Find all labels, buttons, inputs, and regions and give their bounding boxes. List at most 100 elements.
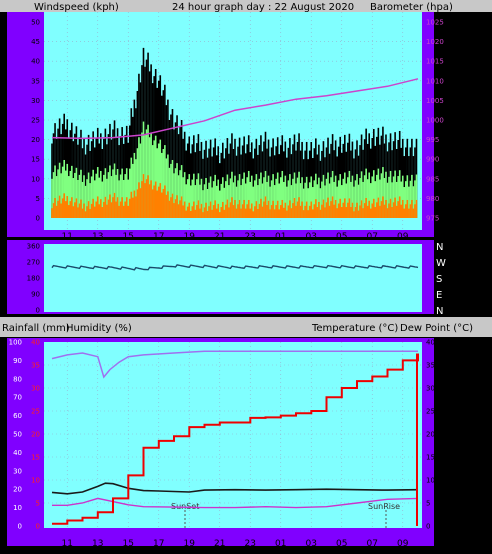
y-tick-left: 15 <box>31 156 40 164</box>
y-tick-right: 995 <box>426 136 439 144</box>
x-tick-label: 21 <box>214 232 225 242</box>
barometer-line <box>51 78 419 140</box>
humidity-tick: 30 <box>13 467 22 475</box>
humidity-tick: 90 <box>13 357 22 365</box>
y-tick-right: 1000 <box>426 117 444 125</box>
x-tick-label: 17 <box>153 539 164 549</box>
humidity-tick: 0 <box>18 523 22 531</box>
x-tick-label: 23 <box>245 232 256 242</box>
dir-tick: 270 <box>27 259 40 267</box>
compass-label: S <box>436 274 442 285</box>
rainfall-tick: 0 <box>36 523 40 531</box>
humidity-tick: 70 <box>13 394 22 402</box>
x-tick-label: 17 <box>153 232 164 242</box>
temperature-line <box>51 482 419 495</box>
x-tick-label: 03 <box>306 539 317 549</box>
compass-label: W <box>436 258 446 269</box>
plot-area-direction <box>44 244 422 312</box>
rainfall-tick: 10 <box>31 477 40 485</box>
x-tick-label: 13 <box>92 539 103 549</box>
rainfall-tick: 15 <box>31 454 40 462</box>
humidity-tick: 50 <box>13 431 22 439</box>
barometer-label: Barometer (hpa) <box>370 2 453 13</box>
y-tick-right: 1005 <box>426 97 444 105</box>
temp-tick: 20 <box>426 431 435 439</box>
x-tick-label: 01 <box>275 539 286 549</box>
y-tick-left: 35 <box>31 77 40 85</box>
y-tick-right: 990 <box>426 156 439 164</box>
compass-label: N <box>436 242 443 253</box>
plot-area-temp <box>44 342 422 528</box>
y-tick-right: 980 <box>426 195 439 203</box>
humidity-tick: 100 <box>9 339 22 347</box>
temp-tick: 30 <box>426 385 435 393</box>
x-tick-label: 07 <box>367 232 378 242</box>
dir-tick: 0 <box>36 307 40 315</box>
rainfall-tick: 30 <box>31 385 40 393</box>
humidity-tick: 60 <box>13 412 22 420</box>
rainfall-tick: 5 <box>36 500 40 508</box>
x-tick-label: 21 <box>214 539 225 549</box>
x-tick-label: 15 <box>123 232 134 242</box>
y-tick-left: 45 <box>31 38 40 46</box>
x-tick-label: 09 <box>397 232 409 242</box>
y-tick-right: 1020 <box>426 38 444 46</box>
y-tick-left: 25 <box>31 117 40 125</box>
compass-label: N <box>436 306 443 317</box>
bottom-header-band <box>0 317 492 337</box>
x-tick-label: 11 <box>62 539 73 549</box>
dewpoint-line <box>52 497 419 509</box>
x-tick-label: 13 <box>92 232 103 242</box>
y-tick-left: 10 <box>31 175 40 183</box>
humidity-line <box>51 350 418 379</box>
dir-tick: 180 <box>27 275 40 283</box>
x-tick-label: 11 <box>62 232 73 242</box>
y-tick-right: 985 <box>426 175 439 183</box>
humidity-tick: 40 <box>13 449 22 457</box>
temp-tick: 0 <box>426 523 430 531</box>
temp-tick: 15 <box>426 454 435 462</box>
x-tick-label: 19 <box>184 232 196 242</box>
x-tick-label: 15 <box>123 539 134 549</box>
rainfall-line <box>52 353 419 525</box>
rainfall-tick: 35 <box>31 362 40 370</box>
temp-tick: 10 <box>426 477 435 485</box>
temp-tick: 40 <box>426 339 435 347</box>
temp-tick: 5 <box>426 500 430 508</box>
sunset-label: SunSet <box>171 502 199 511</box>
y-tick-right: 1015 <box>426 58 444 66</box>
temp-tick: 25 <box>426 408 435 416</box>
y-tick-right: 1025 <box>426 19 444 27</box>
x-tick-label: 09 <box>397 539 409 549</box>
humidity-tick: 20 <box>13 486 22 494</box>
dewpoint-label: Dew Point (°C) <box>400 323 473 334</box>
x-tick-label: 05 <box>336 539 347 549</box>
humidity-tick: 80 <box>13 375 22 383</box>
y-tick-left: 50 <box>31 19 40 27</box>
compass-label: E <box>436 290 442 301</box>
temp-tick: 35 <box>426 362 435 370</box>
windspeed-label: Windspeed (kph) <box>34 2 119 13</box>
y-tick-left: 30 <box>31 97 40 105</box>
wind-direction-line <box>51 264 419 271</box>
x-tick-label: 07 <box>367 539 378 549</box>
rainfall-tick: 40 <box>31 339 40 347</box>
temperature-label: Temperature (°C) <box>311 323 398 334</box>
y-tick-left: 5 <box>36 195 40 203</box>
rainfall-tick: 20 <box>31 431 40 439</box>
dir-tick: 90 <box>31 291 40 299</box>
humidity-label: Humidity (%) <box>66 323 132 334</box>
x-tick-label: 03 <box>306 232 317 242</box>
x-tick-label: 01 <box>275 232 286 242</box>
rainfall-label: Rainfall (mm) <box>2 323 70 334</box>
y-tick-left: 20 <box>31 136 40 144</box>
y-tick-right: 975 <box>426 215 439 223</box>
rainfall-tick: 25 <box>31 408 40 416</box>
y-tick-right: 1010 <box>426 77 444 85</box>
y-tick-left: 40 <box>31 58 40 66</box>
humidity-tick: 10 <box>13 504 22 512</box>
x-tick-label: 19 <box>184 539 196 549</box>
y-tick-left: 0 <box>36 215 40 223</box>
